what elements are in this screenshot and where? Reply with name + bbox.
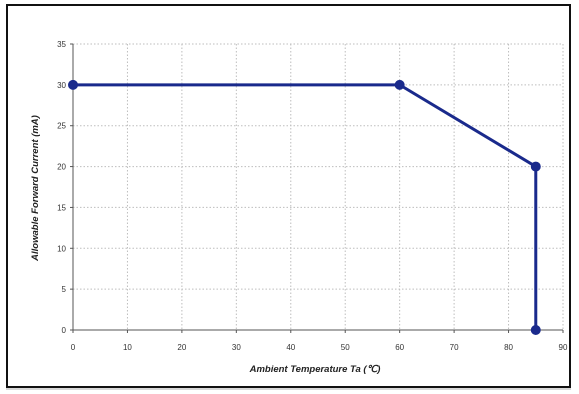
y-tick-label: 15 (57, 203, 66, 212)
x-tick-label: 70 (450, 343, 459, 352)
data-point (530, 325, 541, 335)
chart-frame (6, 4, 571, 388)
x-tick-label: 90 (559, 343, 568, 352)
y-tick-label: 5 (62, 285, 67, 294)
frame-shadow (6, 388, 571, 390)
x-tick-label: 50 (341, 343, 350, 352)
series-layer (73, 83, 538, 330)
y-axis-title: Allowable Forward Current (mA) (30, 115, 41, 262)
grid-layer (73, 43, 564, 330)
axes-layer (70, 43, 564, 333)
series-line (73, 83, 538, 330)
x-tick-label: 10 (123, 343, 132, 352)
y-tick-label: 30 (57, 81, 66, 90)
y-tick-label: 10 (57, 244, 66, 253)
x-tick-label: 40 (286, 343, 295, 352)
x-tick-label: 20 (177, 343, 186, 352)
data-point (530, 161, 541, 172)
x-tick-labels: 0 10 20 30 40 50 60 70 80 90 (71, 343, 568, 352)
y-tick-label: 0 (62, 326, 67, 335)
y-tick-labels: 0 5 10 15 20 25 30 35 (57, 40, 66, 335)
y-tick-label: 35 (57, 40, 66, 49)
marker-layer (68, 79, 541, 335)
x-tick-label: 0 (71, 343, 76, 352)
y-tick-label: 25 (57, 122, 66, 131)
x-tick-label: 60 (395, 343, 404, 352)
x-tick-label: 30 (232, 343, 241, 352)
data-point (394, 79, 405, 90)
data-point (68, 79, 78, 90)
x-tick-label: 80 (504, 343, 513, 352)
y-tick-label: 20 (57, 163, 66, 172)
x-axis-title: Ambient Temperature Ta (℃) (249, 364, 381, 375)
